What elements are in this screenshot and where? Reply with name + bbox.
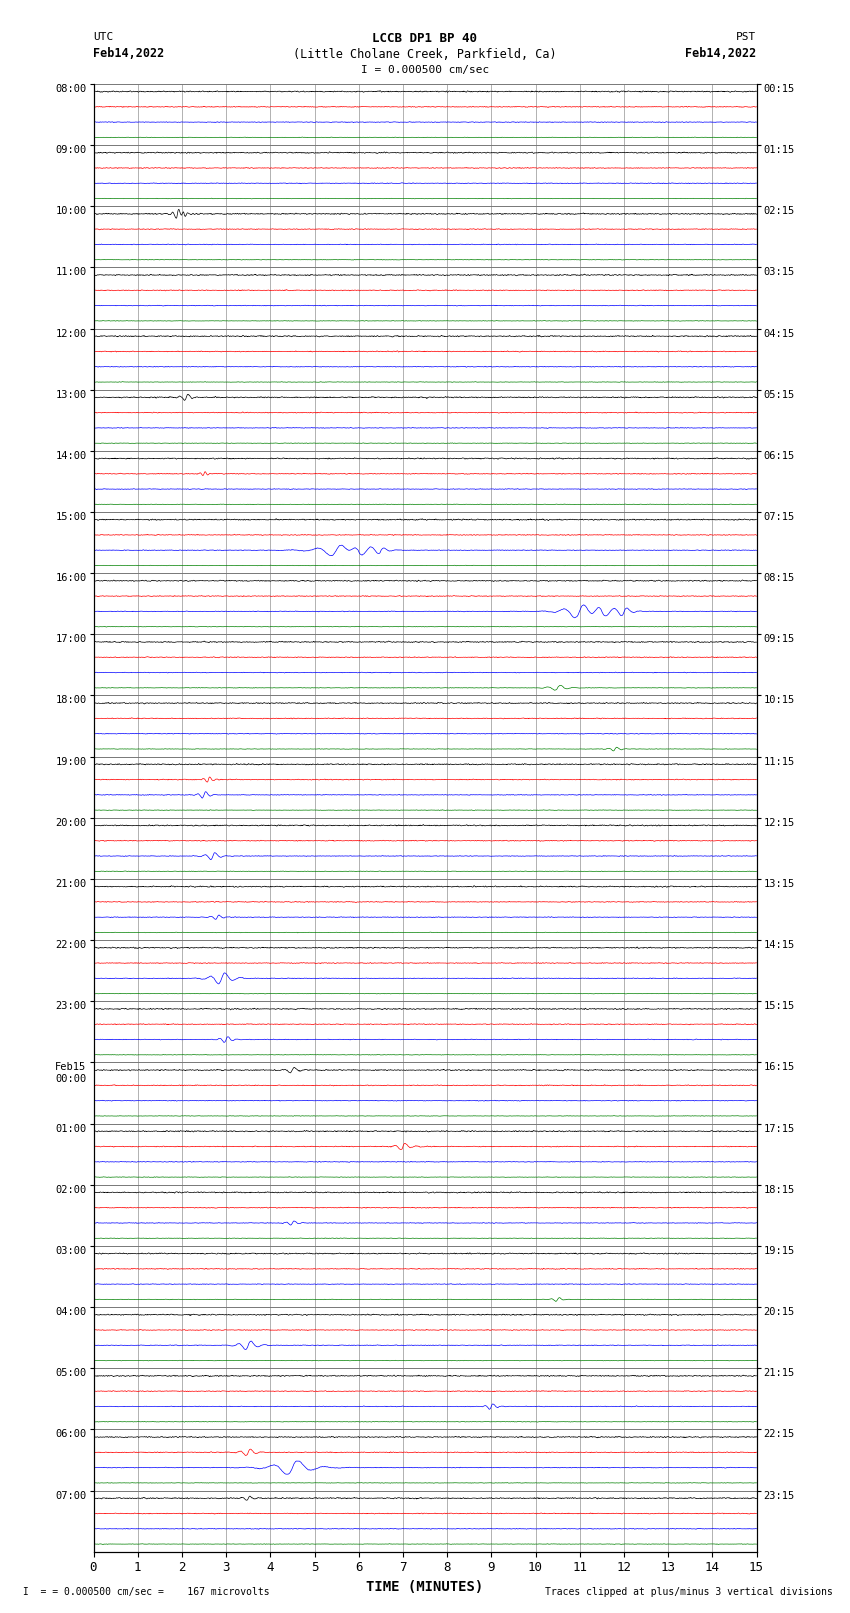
Text: Feb14,2022: Feb14,2022: [94, 47, 165, 60]
Text: UTC: UTC: [94, 32, 114, 42]
Text: (Little Cholane Creek, Parkfield, Ca): (Little Cholane Creek, Parkfield, Ca): [293, 48, 557, 61]
Text: I  = = 0.000500 cm/sec =    167 microvolts: I = = 0.000500 cm/sec = 167 microvolts: [17, 1587, 269, 1597]
Text: Feb14,2022: Feb14,2022: [685, 47, 756, 60]
X-axis label: TIME (MINUTES): TIME (MINUTES): [366, 1581, 484, 1594]
Text: I = 0.000500 cm/sec: I = 0.000500 cm/sec: [361, 65, 489, 74]
Text: PST: PST: [736, 32, 756, 42]
Text: LCCB DP1 BP 40: LCCB DP1 BP 40: [372, 32, 478, 45]
Text: Traces clipped at plus/minus 3 vertical divisions: Traces clipped at plus/minus 3 vertical …: [545, 1587, 833, 1597]
